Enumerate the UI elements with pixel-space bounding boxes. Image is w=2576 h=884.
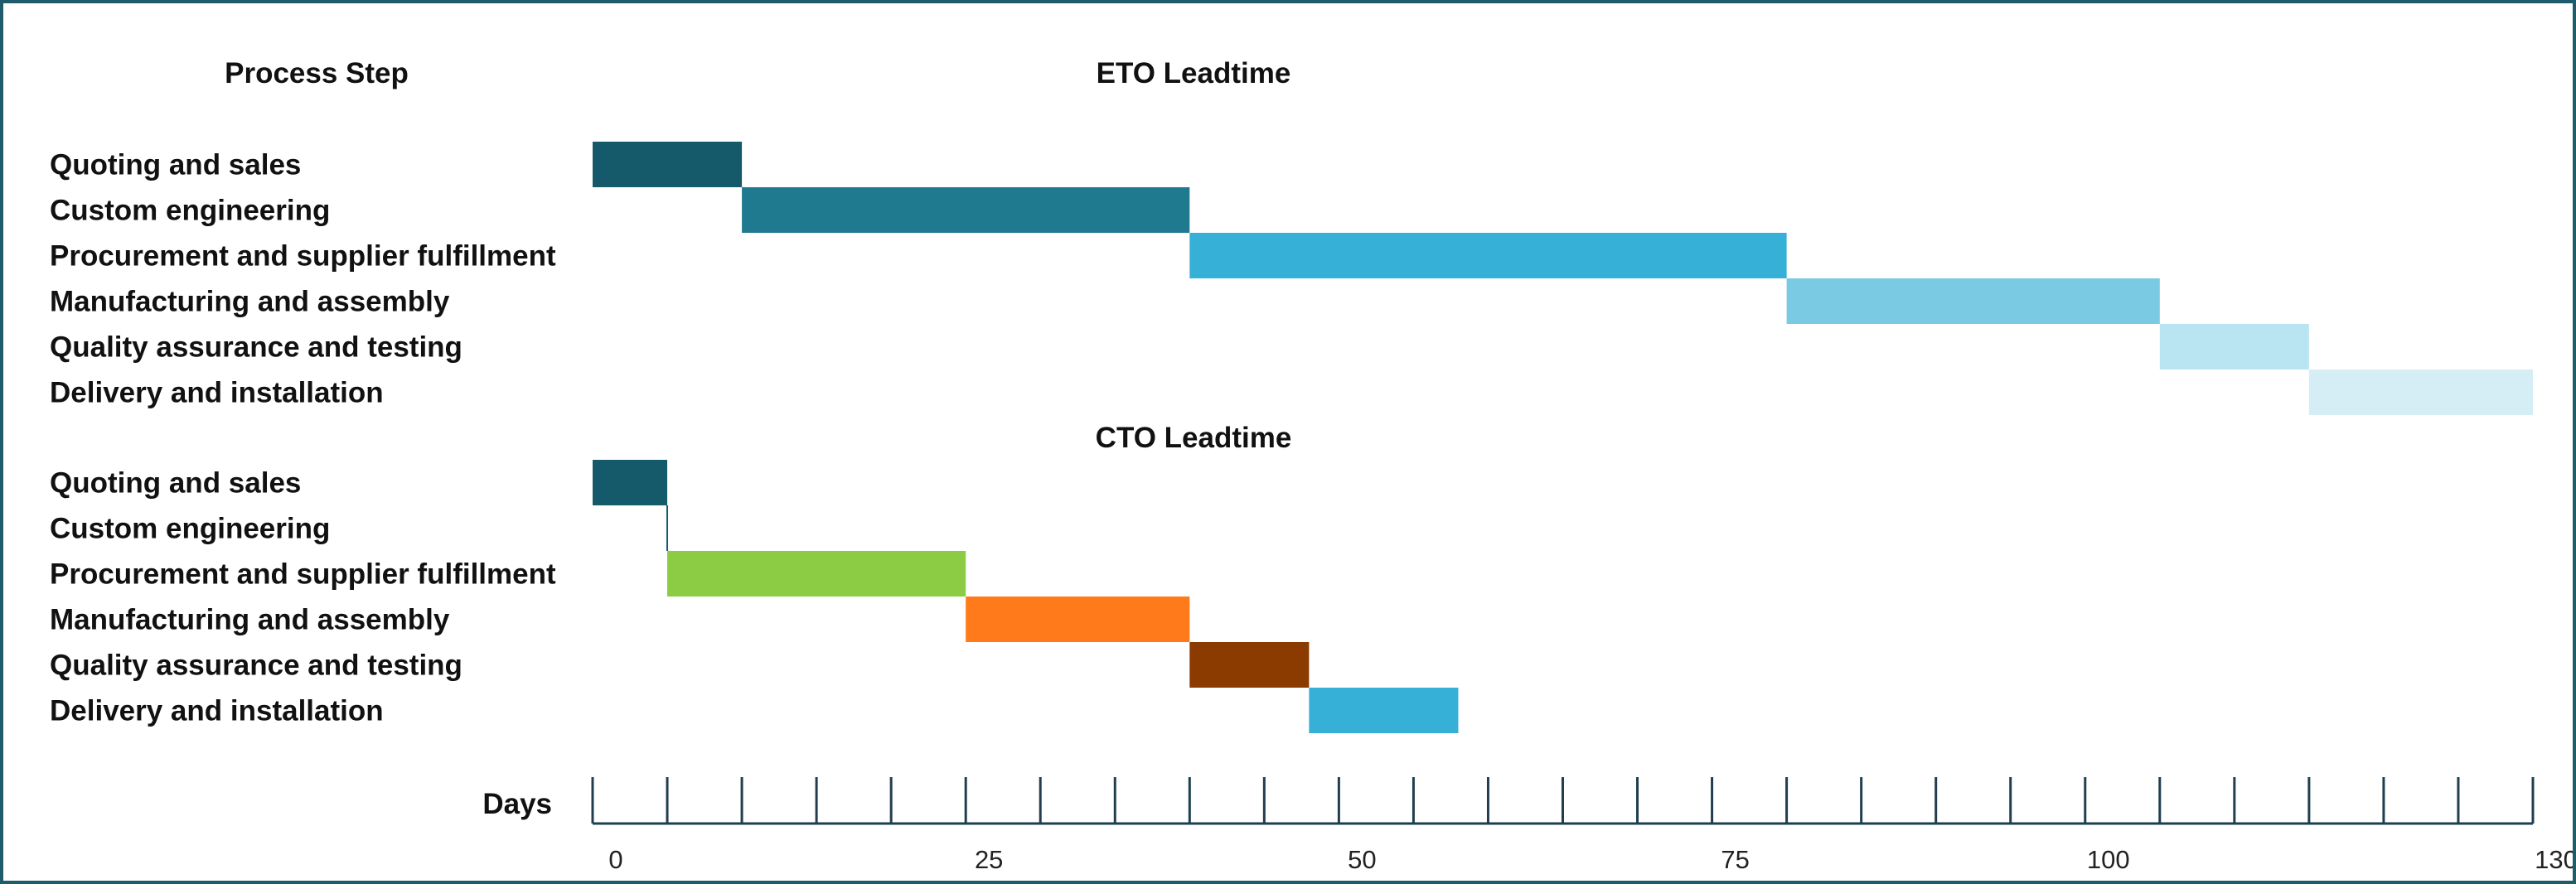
gantt-chart: Process Step ETO Leadtime CTO Leadtime D… [50, 57, 2573, 874]
eto-task-label: Manufacturing and assembly [50, 286, 450, 318]
column-header: Process Step [225, 57, 409, 89]
cto-task-label: Custom engineering [50, 513, 330, 545]
x-tick-label: 100 [2087, 845, 2130, 874]
x-tick-label: 25 [975, 845, 1003, 874]
x-tick-label: 75 [1721, 845, 1749, 874]
cto-task-bar [593, 460, 668, 505]
x-axis-label: Days [482, 788, 552, 820]
cto-task-label: Quality assurance and testing [50, 650, 462, 682]
cto-task-bar [1189, 642, 1310, 688]
eto-task-label: Procurement and supplier fulfillment [50, 240, 556, 273]
eto-task-label: Delivery and installation [50, 377, 384, 409]
eto-task-bar [1786, 278, 2160, 324]
eto-task-bar [2159, 324, 2309, 370]
eto-task-bar [593, 142, 743, 187]
cto-task-bar [667, 551, 966, 597]
cto-task-bar [1309, 688, 1459, 733]
eto-panel-title: ETO Leadtime [1097, 57, 1291, 89]
eto-task-label: Quoting and sales [50, 149, 301, 181]
x-tick-label: 50 [1348, 845, 1376, 874]
x-axis: 0 25 50 75 100 130 [591, 777, 2573, 874]
cto-task-label: Quoting and sales [50, 467, 301, 500]
x-tick-label: 130 [2535, 845, 2573, 874]
eto-task-bar [2308, 370, 2533, 415]
eto-task-label: Custom engineering [50, 195, 330, 227]
eto-task-label: Quality assurance and testing [50, 331, 462, 364]
cto-task-label: Delivery and installation [50, 695, 384, 727]
eto-panel: Quoting and sales Custom engineering Procu… [50, 142, 2533, 415]
cto-panel: Quoting and sales Custom engineering Procu… [50, 460, 1459, 733]
cto-task-label: Manufacturing and assembly [50, 604, 450, 636]
x-tick-label: 0 [608, 845, 622, 874]
cto-task-bar [966, 597, 1190, 642]
cto-task-label: Procurement and supplier fulfillment [50, 558, 556, 591]
cto-panel-title: CTO Leadtime [1096, 422, 1292, 454]
eto-task-bar [742, 187, 1190, 233]
eto-task-bar [1189, 233, 1787, 278]
